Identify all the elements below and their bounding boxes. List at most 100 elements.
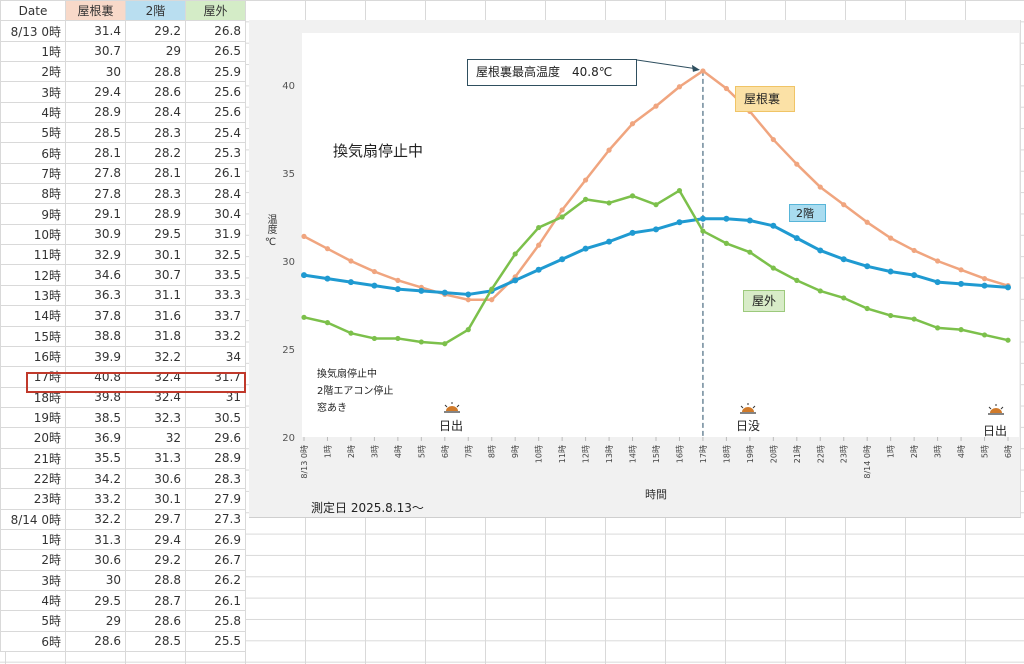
row-date[interactable]: 5時 (0, 122, 66, 144)
cell-2f[interactable]: 31.3 (125, 447, 186, 469)
cell-roof[interactable]: 28.1 (65, 142, 126, 164)
cell-roof[interactable]: 38.8 (65, 325, 126, 347)
row-date[interactable]: 2時 (0, 549, 66, 571)
cell-2f[interactable]: 29.7 (125, 508, 186, 530)
cell-outdoor[interactable]: 27.3 (185, 508, 246, 530)
cell-2f[interactable]: 30.1 (125, 244, 186, 266)
header-date[interactable]: Date (0, 0, 66, 22)
cell-outdoor[interactable]: 25.6 (185, 101, 246, 124)
row-date[interactable]: 3時 (0, 569, 66, 591)
cell-2f[interactable]: 29.5 (125, 223, 186, 246)
cell-roof[interactable]: 36.3 (65, 284, 126, 307)
cell-roof[interactable]: 30 (65, 569, 126, 591)
cell-outdoor[interactable]: 25.8 (185, 610, 246, 632)
cell-roof[interactable]: 32.9 (65, 244, 126, 266)
cell-roof[interactable]: 27.8 (65, 162, 126, 185)
cell-2f[interactable]: 29.4 (125, 528, 186, 551)
row-date[interactable]: 18時 (0, 386, 66, 408)
cell-roof[interactable]: 31.3 (65, 528, 126, 551)
cell-roof[interactable]: 29 (65, 610, 126, 632)
row-date[interactable]: 4時 (0, 101, 66, 124)
row-date[interactable]: 1時 (0, 528, 66, 551)
cell-roof[interactable]: 28.9 (65, 101, 126, 124)
cell-outdoor[interactable]: 26.2 (185, 569, 246, 591)
cell-2f[interactable]: 32.4 (125, 366, 186, 388)
row-date[interactable]: 14時 (0, 305, 66, 327)
row-date[interactable]: 8/14 0時 (0, 508, 66, 530)
cell-roof[interactable]: 34.6 (65, 264, 126, 286)
cell-outdoor[interactable]: 26.9 (185, 528, 246, 551)
cell-outdoor[interactable]: 33.7 (185, 305, 246, 327)
cell-roof[interactable]: 33.2 (65, 488, 126, 510)
cell-roof[interactable]: 28.6 (65, 630, 126, 653)
header-outdoor[interactable]: 屋外 (185, 0, 246, 22)
cell-roof[interactable]: 36.9 (65, 427, 126, 449)
row-date[interactable]: 23時 (0, 488, 66, 510)
cell-2f[interactable]: 31.8 (125, 325, 186, 347)
cell-outdoor[interactable]: 33.2 (185, 325, 246, 347)
cell-2f[interactable]: 29 (125, 40, 186, 63)
row-date[interactable]: 6時 (0, 142, 66, 164)
cell-outdoor[interactable]: 25.9 (185, 61, 246, 83)
cell-outdoor[interactable]: 25.3 (185, 142, 246, 164)
cell-roof[interactable]: 38.5 (65, 406, 126, 429)
cell-2f[interactable]: 32.4 (125, 386, 186, 408)
cell-outdoor[interactable]: 31.9 (185, 223, 246, 246)
row-date[interactable]: 16時 (0, 345, 66, 368)
row-date[interactable]: 6時 (0, 630, 66, 653)
row-date[interactable]: 17時 (0, 366, 66, 388)
cell-2f[interactable]: 30.7 (125, 264, 186, 286)
cell-outdoor[interactable]: 33.5 (185, 264, 246, 286)
cell-outdoor[interactable]: 34 (185, 345, 246, 368)
cell-2f[interactable]: 29.2 (125, 20, 186, 42)
cell-roof[interactable]: 28.5 (65, 122, 126, 144)
cell-outdoor[interactable]: 33.3 (185, 284, 246, 307)
row-date[interactable]: 13時 (0, 284, 66, 307)
cell-roof[interactable]: 37.8 (65, 305, 126, 327)
cell-roof[interactable]: 30 (65, 61, 126, 83)
cell-outdoor[interactable]: 27.9 (185, 488, 246, 510)
cell-outdoor[interactable]: 29.6 (185, 427, 246, 449)
row-date[interactable]: 11時 (0, 244, 66, 266)
cell-outdoor[interactable]: 26.8 (185, 20, 246, 42)
cell-outdoor[interactable]: 25.5 (185, 630, 246, 653)
cell-2f[interactable]: 28.4 (125, 101, 186, 124)
cell-outdoor[interactable]: 28.3 (185, 467, 246, 490)
cell-roof[interactable]: 35.5 (65, 447, 126, 469)
row-date[interactable]: 5時 (0, 610, 66, 632)
cell-2f[interactable]: 32 (125, 427, 186, 449)
cell-roof[interactable]: 29.5 (65, 589, 126, 612)
row-date[interactable]: 8/13 0時 (0, 20, 66, 42)
row-date[interactable]: 9時 (0, 203, 66, 225)
row-date[interactable]: 15時 (0, 325, 66, 347)
row-date[interactable]: 12時 (0, 264, 66, 286)
cell-2f[interactable]: 28.3 (125, 183, 186, 205)
row-date[interactable]: 10時 (0, 223, 66, 246)
row-date[interactable]: 2時 (0, 61, 66, 83)
row-date[interactable]: 4時 (0, 589, 66, 612)
cell-outdoor[interactable]: 30.4 (185, 203, 246, 225)
row-date[interactable]: 21時 (0, 447, 66, 469)
cell-outdoor[interactable]: 30.5 (185, 406, 246, 429)
cell-outdoor[interactable]: 25.6 (185, 81, 246, 103)
cell-2f[interactable]: 31.1 (125, 284, 186, 307)
cell-roof[interactable]: 34.2 (65, 467, 126, 490)
row-date[interactable]: 3時 (0, 81, 66, 103)
cell-roof[interactable]: 32.2 (65, 508, 126, 530)
cell-2f[interactable]: 28.1 (125, 162, 186, 185)
cell-outdoor[interactable]: 31 (185, 386, 246, 408)
cell-2f[interactable]: 28.8 (125, 569, 186, 591)
cell-2f[interactable]: 30.1 (125, 488, 186, 510)
temperature-line-chart[interactable]: 20 25 30 35 40 8/13 0時 1時 2時 3時 4時 5時 6時 7時 8時 9時 10時 11… (249, 20, 1021, 518)
cell-outdoor[interactable]: 26.1 (185, 589, 246, 612)
cell-2f[interactable]: 29.2 (125, 549, 186, 571)
cell-2f[interactable]: 28.2 (125, 142, 186, 164)
cell-2f[interactable]: 28.6 (125, 610, 186, 632)
cell-outdoor[interactable]: 28.4 (185, 183, 246, 205)
row-date[interactable]: 1時 (0, 40, 66, 63)
header-roof[interactable]: 屋根裏 (65, 0, 126, 22)
row-date[interactable]: 7時 (0, 162, 66, 185)
cell-roof[interactable]: 39.9 (65, 345, 126, 368)
cell-roof[interactable]: 30.9 (65, 223, 126, 246)
cell-outdoor[interactable]: 26.5 (185, 40, 246, 63)
